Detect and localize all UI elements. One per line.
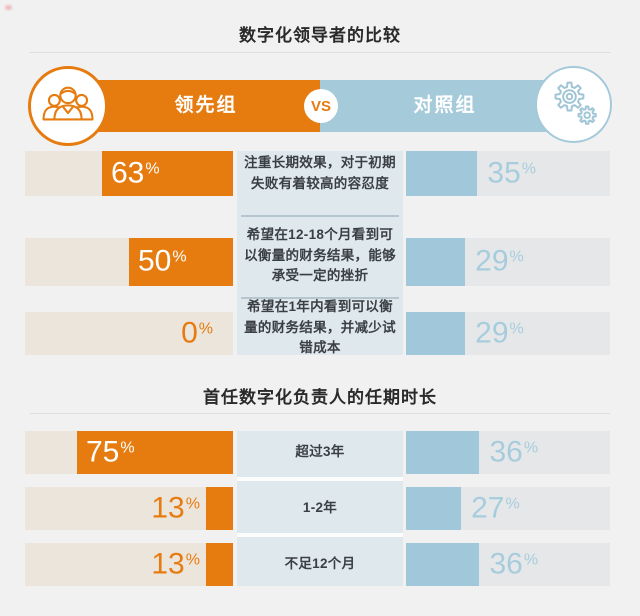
section2-title: 首任数字化负责人的任期时长 bbox=[203, 388, 437, 407]
control-bar-row1-fill bbox=[406, 151, 478, 196]
tenure-control-bar-row2-fill bbox=[406, 487, 462, 530]
leading-bar-row1-value: 63% bbox=[110, 155, 160, 189]
panel-white-separator bbox=[237, 477, 403, 481]
control-bar-row3-fill bbox=[406, 312, 466, 355]
team-icon bbox=[39, 75, 97, 138]
control-group-label: 对照组 bbox=[413, 95, 477, 116]
tenure-leading-bar-row2-fill bbox=[205, 487, 233, 530]
row1-description: 注重长期效果，对于初期失败有着较高的容忍度 bbox=[244, 154, 396, 191]
tenure-label-row2: 1-2年 bbox=[302, 500, 338, 516]
tenure-leading-bar-row3-fill bbox=[205, 543, 233, 586]
tenure-control-bar-row2: 27% bbox=[406, 487, 610, 530]
vs-badge: VS bbox=[304, 89, 338, 123]
leading-bar-row1: 63% bbox=[25, 151, 233, 196]
tenure-control-bar-row3-value: 36% bbox=[489, 546, 539, 580]
section1-title: 数字化领导者的比较 bbox=[239, 26, 401, 45]
leading-bar-row2: 50% bbox=[25, 238, 233, 286]
row2-description: 希望在12-18个月看到可以衡量的财务结果，能够承受一定的挫折 bbox=[244, 226, 396, 284]
section1-divider bbox=[30, 52, 610, 53]
tenure-control-bar-row3-fill bbox=[406, 543, 480, 586]
control-bar-row2: 29% bbox=[406, 238, 610, 286]
leading-bar-row2-fill bbox=[129, 238, 233, 286]
panel-separator bbox=[241, 215, 399, 217]
control-bar-row2-value: 29% bbox=[475, 244, 524, 278]
leading-bar-row2-value: 50% bbox=[138, 244, 187, 278]
control-group-badge bbox=[535, 66, 612, 143]
row3-description: 希望在1年内看到可以衡量的财务结果，并减少试错成本 bbox=[244, 298, 396, 356]
panel-white-separator bbox=[237, 533, 403, 537]
control-bar-row1: 35% bbox=[406, 151, 610, 196]
tenure-leading-bar-row1-value: 75% bbox=[86, 434, 135, 468]
tenure-control-bar-row1-fill bbox=[406, 431, 480, 474]
tenure-leading-bar-row1: 75% bbox=[25, 431, 233, 474]
control-bar-row2-fill bbox=[406, 238, 466, 286]
section1-description-panel: 注重长期效果，对于初期失败有着较高的容忍度 希望在12-18个月看到可以衡量的财… bbox=[237, 151, 403, 355]
section2-label-panel: 超过3年 1-2年 不足12个月 bbox=[237, 431, 403, 586]
tenure-control-bar-row1: 36% bbox=[406, 431, 610, 474]
control-bar-row3: 29% bbox=[406, 312, 610, 355]
watermark-dot bbox=[5, 5, 12, 10]
tenure-leading-bar-row2: 13% bbox=[25, 487, 233, 530]
tenure-leading-bar-row3: 13% bbox=[25, 543, 233, 586]
tenure-leading-bar-row3-value: 13% bbox=[151, 546, 200, 580]
leading-bar-row3-value: 0% bbox=[181, 315, 213, 349]
tenure-control-bar-row3: 36% bbox=[406, 543, 610, 586]
tenure-label-row3: 不足12个月 bbox=[284, 556, 356, 572]
tenure-leading-bar-row2-value: 13% bbox=[151, 490, 200, 524]
panel-separator bbox=[241, 297, 399, 299]
control-bar-row1-value: 35% bbox=[487, 155, 536, 189]
tenure-control-bar-row2-value: 27% bbox=[471, 490, 520, 524]
tenure-label-row1: 超过3年 bbox=[295, 444, 345, 460]
control-bar-row3-value: 29% bbox=[475, 315, 524, 349]
leading-group-label: 领先组 bbox=[174, 95, 238, 116]
section2-divider bbox=[30, 413, 610, 414]
leading-bar-row1-fill bbox=[101, 151, 233, 196]
leading-bar-row3: 0% bbox=[25, 312, 233, 355]
tenure-control-bar-row1-value: 36% bbox=[489, 434, 539, 468]
leading-group-badge bbox=[28, 66, 108, 146]
tenure-leading-bar-row1-fill bbox=[77, 431, 233, 474]
vs-label: VS bbox=[310, 97, 331, 115]
gears-icon bbox=[545, 73, 603, 136]
